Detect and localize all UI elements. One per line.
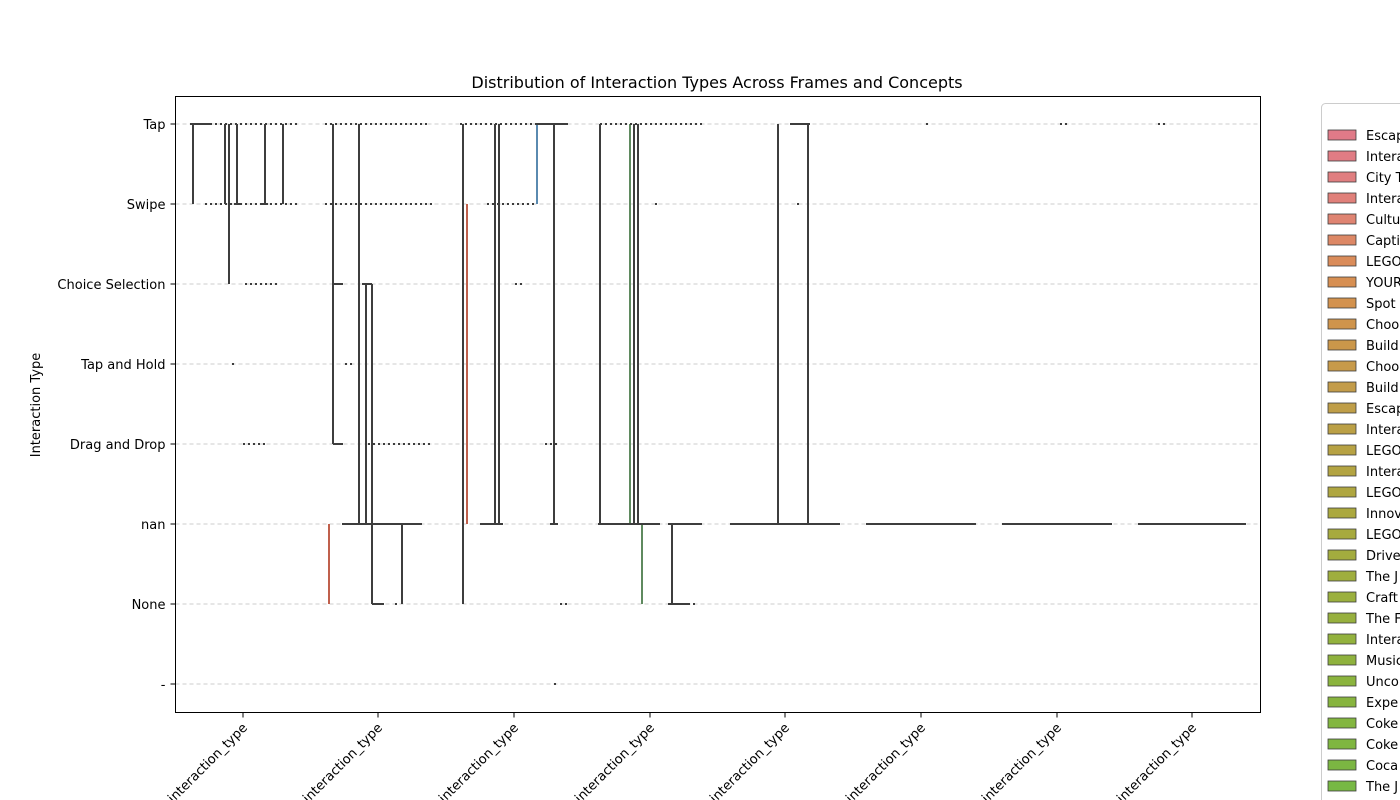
y-axis: Tap Swipe Choice Selection Tap and Hold Drag… [57,118,176,693]
x-tick-label: interaction_type [979,721,1064,800]
legend-swatch [1327,675,1357,687]
legend-label: Intera [1366,150,1400,165]
legend-label: Craft [1366,591,1398,606]
legend-swatch [1327,171,1357,183]
legend-label: LEGO [1366,255,1400,270]
legend-label: Choo [1366,318,1399,333]
legend-label: LEGO [1366,528,1400,543]
legend-label: Build [1366,339,1399,354]
plot-marks [190,123,1246,685]
legend-label: The J [1365,570,1398,585]
legend-swatch [1327,780,1357,792]
legend-swatch [1327,570,1357,582]
chart-title: Distribution of Interaction Types Across… [471,73,962,92]
legend-swatch [1327,696,1357,708]
legend-swatch [1327,192,1357,204]
legend-label: Innov [1366,507,1400,522]
legend-swatch [1327,528,1357,540]
legend-label: Cultu [1366,213,1400,228]
legend-swatch [1327,486,1357,498]
legend-swatch [1327,339,1357,351]
legend-swatch [1327,255,1357,267]
plot-frame [175,96,1261,713]
legend-swatch [1327,423,1357,435]
legend-swatch [1327,360,1357,372]
y-tick-label: - [161,678,166,693]
legend-label: Coca [1366,759,1398,774]
legend-label: Coke [1366,738,1398,753]
legend-label: Spot [1366,297,1396,312]
legend-label: LEGO [1366,444,1400,459]
legend-swatch [1327,738,1357,750]
y-tick-label: None [132,598,166,613]
legend-label: Intera [1366,192,1400,207]
legend-label: Intera [1366,423,1400,438]
legend-swatch [1327,150,1357,162]
legend-swatch [1327,549,1357,561]
legend-label: Expe [1366,696,1398,711]
legend-label: Escap [1366,402,1400,417]
legend-label: The F [1365,612,1400,627]
legend-label: LEGO [1366,486,1400,501]
y-tick-label: Choice Selection [57,278,165,293]
x-tick-label: interaction_type [843,721,928,800]
legend-swatch [1327,318,1357,330]
legend-swatch [1327,507,1357,519]
legend-label: YOUR [1365,276,1400,291]
y-tick-label: Swipe [127,198,166,213]
grid [175,123,1261,685]
x-tick-label: interaction_type [707,721,792,800]
legend-label: Unco [1366,675,1399,690]
y-tick-label: Drag and Drop [70,438,166,453]
legend: Escap Intera City T Intera Cultu Capti LEGO YOU… [1321,103,1400,800]
legend-label: Capti [1366,234,1400,249]
legend-swatch [1327,213,1357,225]
x-tick-label: interaction_type [300,721,385,800]
y-axis-label: Interaction Type [29,353,44,458]
legend-label: Intera [1366,633,1400,648]
legend-swatch [1327,654,1357,666]
legend-swatch [1327,129,1357,141]
legend-swatch [1327,633,1357,645]
legend-swatch [1327,717,1357,729]
y-tick-label: Tap [142,118,165,133]
legend-swatch [1327,759,1357,771]
legend-label: Choo [1366,360,1399,375]
legend-swatch [1327,465,1357,477]
legend-label: Escap [1366,129,1400,144]
legend-label: Intera [1366,465,1400,480]
legend-label: City T [1366,171,1400,186]
legend-swatch [1327,612,1357,624]
legend-label: Build [1366,381,1399,396]
legend-label: The J [1365,780,1398,795]
legend-swatch [1327,276,1357,288]
legend-swatch [1327,297,1357,309]
x-axis: interaction_type interaction_type interact… [165,712,1200,800]
legend-swatch [1327,444,1357,456]
x-tick-label: interaction_type [572,721,657,800]
y-tick-label: Tap and Hold [80,358,165,373]
legend-swatch [1327,402,1357,414]
legend-swatch [1327,234,1357,246]
x-tick-label: interaction_type [165,721,250,800]
legend-label: Music [1366,654,1400,669]
legend-swatch [1327,591,1357,603]
x-tick-label: interaction_type [436,721,521,800]
y-tick-label: nan [141,518,165,533]
legend-label: Coke [1366,717,1398,732]
x-tick-label: interaction_type [1114,721,1199,800]
legend-swatch [1327,381,1357,393]
legend-label: Drive [1366,549,1400,564]
